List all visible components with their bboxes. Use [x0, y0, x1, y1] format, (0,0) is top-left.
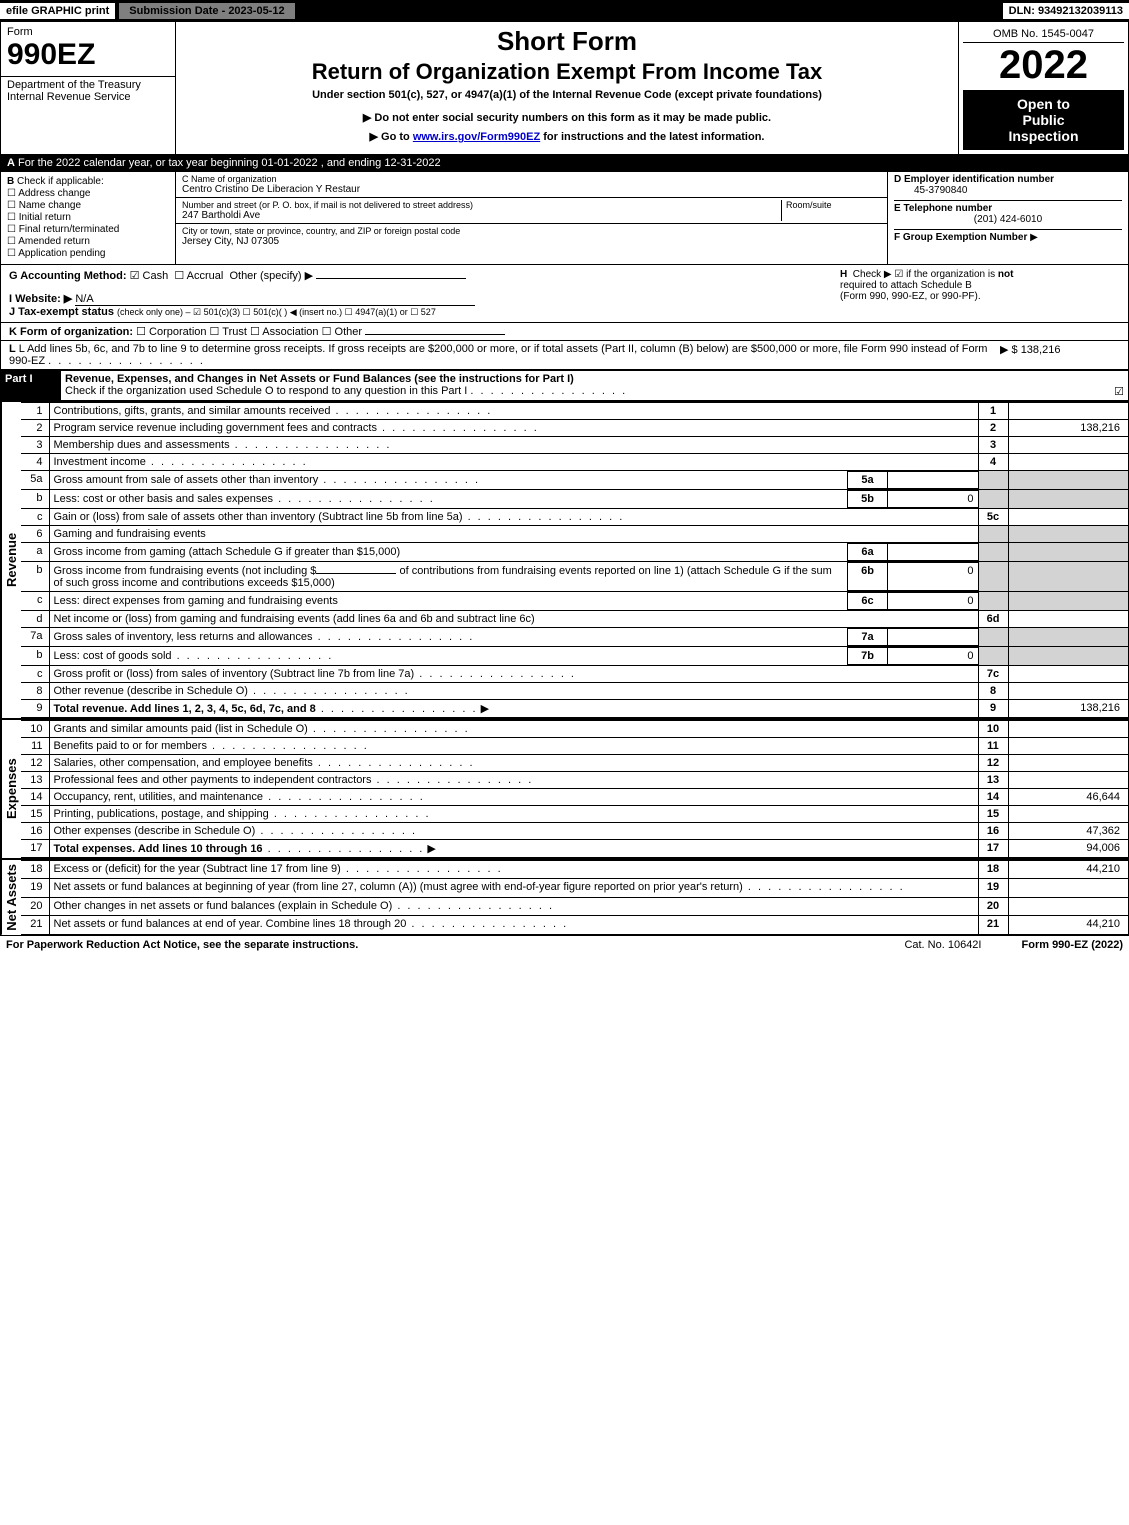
- ein-value: 45-3790840: [894, 185, 1122, 196]
- open-line1: Open to: [967, 96, 1120, 112]
- short-form-title: Short Form: [182, 26, 952, 57]
- city-value: Jersey City, NJ 07305: [182, 236, 881, 247]
- part1-label: Part I: [1, 371, 61, 401]
- tel-value: (201) 424-6010: [894, 214, 1122, 225]
- col-b-checks: B Check if applicable: Address change Na…: [1, 172, 176, 264]
- check-initial-return[interactable]: [7, 212, 19, 223]
- irs-link[interactable]: www.irs.gov/Form990EZ: [413, 131, 540, 143]
- k-label: K Form of organization:: [9, 326, 133, 338]
- form-number-footer: Form 990-EZ (2022): [1022, 939, 1124, 951]
- group-exemption-label: F Group Exemption Number: [894, 232, 1027, 243]
- room-label: Room/suite: [781, 200, 881, 221]
- line-l: L L Add lines 5b, 6c, and 7b to line 9 t…: [0, 341, 1129, 370]
- catalog-number: Cat. No. 10642I: [904, 939, 981, 951]
- header-right: OMB No. 1545-0047 2022 Open to Public In…: [958, 22, 1128, 154]
- street-value: 247 Bartholdi Ave: [182, 210, 781, 221]
- arrow-icon: ▶: [1030, 232, 1038, 243]
- col-d-ein: D Employer identification number 45-3790…: [888, 172, 1128, 264]
- j-text: (check only one) – ☑ 501(c)(3) ☐ 501(c)(…: [117, 307, 436, 317]
- k-options: ☐ Corporation ☐ Trust ☐ Association ☐ Ot…: [136, 326, 362, 338]
- k-other-input[interactable]: [365, 334, 505, 335]
- arrow-icon: ▶: [363, 112, 375, 124]
- page-footer: For Paperwork Reduction Act Notice, see …: [0, 936, 1129, 954]
- bullet-ssn: Do not enter social security numbers on …: [374, 112, 771, 124]
- check-final-return[interactable]: [7, 224, 19, 235]
- dept-treasury: Department of the Treasury: [7, 79, 169, 91]
- revenue-table: 1Contributions, gifts, grants, and simil…: [21, 402, 1128, 718]
- tel-label: E Telephone number: [894, 203, 992, 214]
- open-line2: Public: [967, 112, 1120, 128]
- section-gl: G Accounting Method: Cash Accrual Other …: [0, 265, 1129, 323]
- line-a-text: For the 2022 calendar year, or tax year …: [18, 157, 441, 169]
- g-label: G Accounting Method:: [9, 270, 127, 282]
- bullet-goto-post: for instructions and the latest informat…: [543, 131, 764, 143]
- check-amended-return[interactable]: [7, 236, 18, 247]
- subtitle: Under section 501(c), 527, or 4947(a)(1)…: [182, 89, 952, 101]
- website-input[interactable]: N/A: [75, 293, 475, 306]
- efile-label: efile GRAPHIC print: [0, 3, 115, 19]
- city-label: City or town, state or province, country…: [182, 226, 881, 236]
- street-label: Number and street (or P. O. box, if mail…: [182, 200, 781, 210]
- header-mid: Short Form Return of Organization Exempt…: [176, 22, 958, 154]
- netassets-table: 18Excess or (deficit) for the year (Subt…: [21, 860, 1128, 935]
- part1-check-mark[interactable]: ☑: [1114, 385, 1124, 398]
- part1-header-row: Part I Revenue, Expenses, and Changes in…: [0, 370, 1129, 402]
- arrow-icon: ▶: [370, 131, 382, 143]
- i-website-label: I Website: ▶: [9, 293, 72, 305]
- ein-label: D Employer identification number: [894, 174, 1122, 185]
- col-c-org: C Name of organization Centro Cristino D…: [176, 172, 888, 264]
- l-amount: ▶ $ 138,216: [1000, 343, 1120, 367]
- g-other: Other (specify) ▶: [229, 270, 313, 282]
- expenses-table: 10Grants and similar amounts paid (list …: [21, 720, 1128, 858]
- dln-label: DLN: 93492132039113: [1003, 3, 1129, 19]
- dots-icon: [470, 385, 627, 397]
- open-line3: Inspection: [967, 128, 1120, 144]
- check-address-change[interactable]: [7, 188, 18, 199]
- part1-check-text: Check if the organization used Schedule …: [65, 385, 467, 397]
- check-cash[interactable]: [130, 270, 143, 282]
- header-left: Form 990EZ Department of the Treasury In…: [1, 22, 176, 154]
- revenue-section-label: Revenue: [1, 402, 21, 718]
- netassets-section-label: Net Assets: [1, 860, 21, 935]
- form-name: 990EZ: [7, 38, 169, 72]
- check-application-pending[interactable]: [7, 248, 18, 259]
- irs-label: Internal Revenue Service: [7, 91, 169, 103]
- omb-number: OMB No. 1545-0047: [963, 26, 1124, 43]
- g-other-input[interactable]: [316, 278, 466, 279]
- j-tax-exempt-label: J Tax-exempt status: [9, 306, 114, 318]
- line-a-taxyear: A For the 2022 calendar year, or tax yea…: [0, 155, 1129, 172]
- col-b-header: Check if applicable:: [17, 176, 104, 187]
- tax-year: 2022: [963, 43, 1124, 88]
- org-name-label: C Name of organization: [182, 174, 881, 184]
- line-k: K Form of organization: ☐ Corporation ☐ …: [0, 323, 1129, 341]
- h-schedule-b: H Check ▶ ☑ if the organization is not r…: [840, 269, 1120, 302]
- top-bar: efile GRAPHIC print Submission Date - 20…: [0, 0, 1129, 22]
- expenses-section-label: Expenses: [1, 720, 21, 858]
- open-to-public: Open to Public Inspection: [963, 90, 1124, 150]
- bullet-goto-pre: Go to: [381, 131, 413, 143]
- check-name-change[interactable]: [7, 200, 19, 211]
- part1-title: Revenue, Expenses, and Changes in Net As…: [65, 373, 574, 385]
- return-title: Return of Organization Exempt From Incom…: [182, 59, 952, 85]
- section-bcd: B Check if applicable: Address change Na…: [0, 172, 1129, 265]
- fundraising-contrib-input[interactable]: [316, 573, 396, 574]
- submission-date: Submission Date - 2023-05-12: [119, 3, 294, 19]
- main-table-container: Revenue 1Contributions, gifts, grants, a…: [0, 402, 1129, 936]
- check-accrual[interactable]: [174, 270, 186, 282]
- form-label: Form: [7, 26, 169, 38]
- dots-icon: [48, 355, 205, 367]
- line-a-prefix: A: [7, 157, 15, 169]
- paperwork-notice: For Paperwork Reduction Act Notice, see …: [6, 939, 358, 951]
- form-header: Form 990EZ Department of the Treasury In…: [0, 22, 1129, 155]
- org-name: Centro Cristino De Liberacion Y Restaur: [182, 184, 881, 195]
